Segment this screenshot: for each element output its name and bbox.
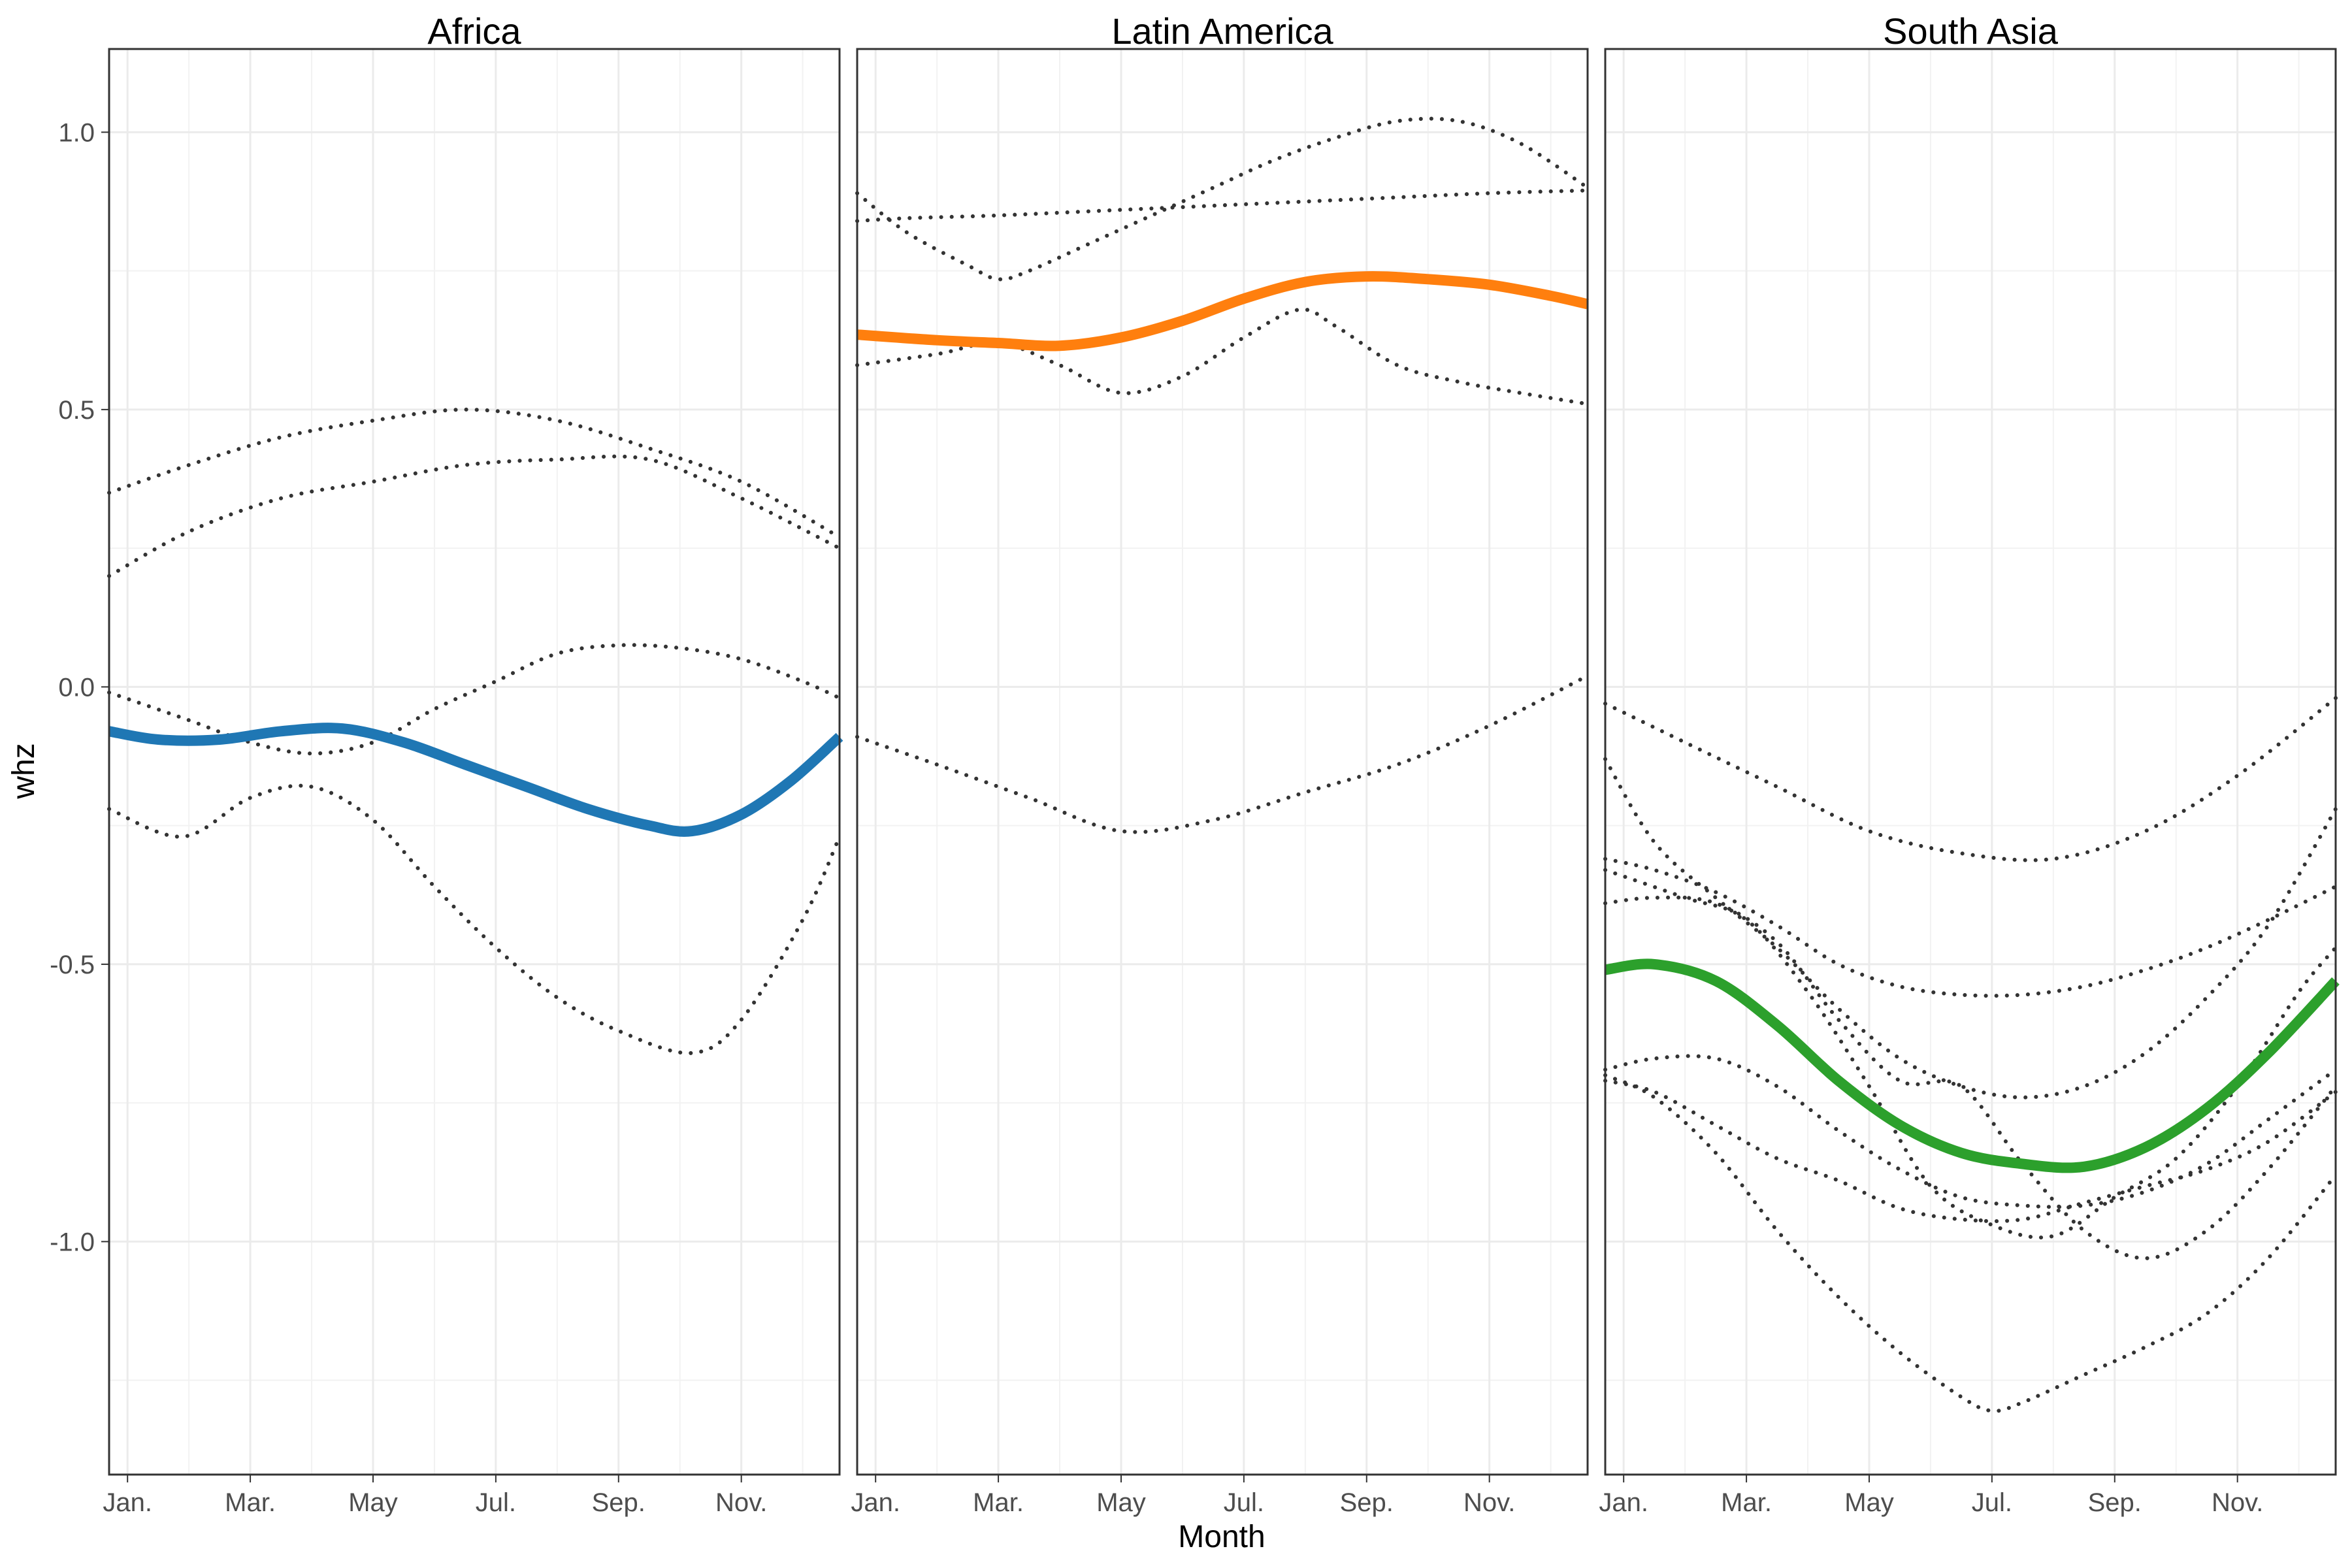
- dotted-series-line: [855, 188, 1590, 223]
- panel-border: [108, 48, 841, 1476]
- x-tick-label: Nov.: [1463, 1488, 1515, 1517]
- panel-latin-america: Latin America Jan. Mar. May Jul. Sep. Nov.: [851, 10, 1590, 1517]
- dotted-series-line: [1603, 696, 2338, 862]
- dotted-series-line: [107, 783, 841, 1055]
- dotted-series-line: [1603, 1079, 2338, 1224]
- x-tick-label: May: [1844, 1488, 1894, 1517]
- x-tick-label: Jan.: [103, 1488, 152, 1517]
- x-tick-label: Mar.: [225, 1488, 276, 1517]
- main-series-line: [108, 723, 843, 837]
- panel-title: South Asia: [1883, 10, 2059, 52]
- panel-background: [1605, 49, 2336, 1475]
- x-tick-label: May: [348, 1488, 398, 1517]
- x-tick-label: Jan.: [851, 1488, 900, 1517]
- y-tick-label: 0.5: [58, 396, 95, 425]
- x-tick-label: Sep.: [2088, 1488, 2142, 1517]
- x-tick-label: May: [1096, 1488, 1146, 1517]
- dotted-series-line: [107, 407, 841, 540]
- dotted-series-line: [1603, 895, 2338, 1260]
- x-tick-label: Nov.: [715, 1488, 767, 1517]
- dotted-series-line: [1603, 1073, 2338, 1413]
- dotted-series-line: [855, 116, 1590, 282]
- panel-border: [1604, 48, 2337, 1476]
- x-tick-label: Jul.: [1224, 1488, 1264, 1517]
- panel-africa: Africa Jan. Mar. May Jul. Sep. Nov.: [103, 10, 843, 1517]
- panel-background: [109, 49, 840, 1475]
- panel-south-asia: South Asia Jan. Mar. May Jul. Sep. Nov.: [1599, 10, 2340, 1517]
- dotted-series-line: [1603, 857, 2338, 998]
- x-tick-label: Mar.: [973, 1488, 1024, 1517]
- x-tick-label: Jul.: [476, 1488, 516, 1517]
- x-tick-label: Mar.: [1721, 1488, 1772, 1517]
- y-axis: 1.0 0.5 0.0 -0.5 -1.0: [50, 118, 109, 1256]
- dotted-series-line: [1603, 757, 2338, 1100]
- x-axis-title: Month: [1178, 1520, 1265, 1554]
- x-tick-label: Nov.: [2212, 1488, 2263, 1517]
- y-tick-label: 1.0: [58, 118, 95, 147]
- panel-title: Latin America: [1111, 10, 1333, 52]
- main-series-line: [857, 270, 1589, 351]
- panel-border: [856, 48, 1589, 1476]
- panel-title: Africa: [427, 10, 521, 52]
- x-tick-label: Sep.: [1340, 1488, 1394, 1517]
- panel-background: [857, 49, 1588, 1475]
- x-tick-label: Jul.: [1972, 1488, 2012, 1517]
- dotted-series-line: [855, 307, 1590, 406]
- y-tick-label: -1.0: [50, 1228, 95, 1256]
- y-tick-label: 0.0: [58, 673, 95, 702]
- x-tick-label: Jan.: [1599, 1488, 1648, 1517]
- y-axis-title: whz: [7, 743, 41, 799]
- x-tick-label: Sep.: [592, 1488, 645, 1517]
- y-tick-label: -0.5: [50, 951, 95, 979]
- main-series-line: [1604, 958, 2340, 1173]
